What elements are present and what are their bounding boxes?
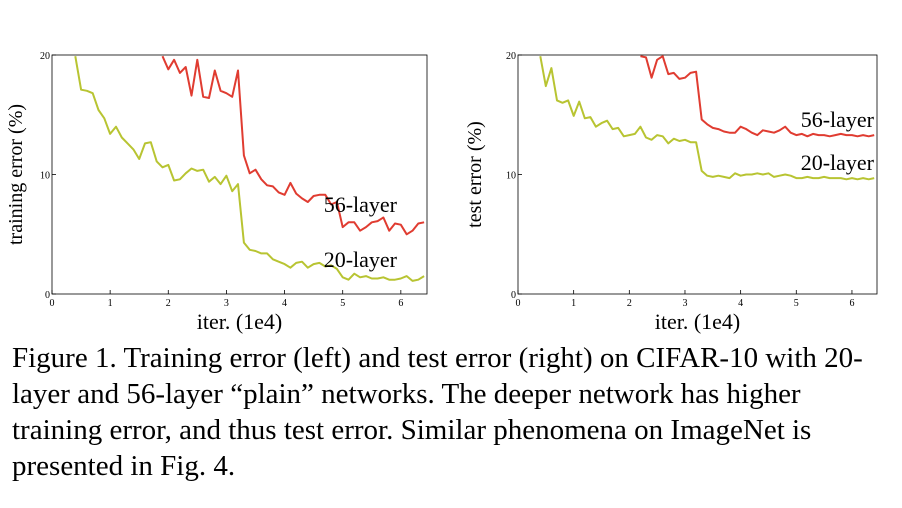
y-tick-label: 0 [511, 290, 516, 301]
series-line-20-layer [74, 56, 425, 282]
x-tick-label: 1 [571, 298, 576, 309]
test-error-chart: 0 1 2 3 4 5 6 0 10 20 iter. (1e4) test error (%) 56-… [464, 51, 878, 334]
x-tick-label: 0 [516, 298, 521, 309]
series-label-56-layer: 56-layer [324, 192, 398, 217]
figure-caption: Figure 1. Training error (left) and test… [12, 342, 863, 482]
series-label-56-layer: 56-layer [801, 107, 875, 132]
x-tick-label: 0 [50, 298, 55, 309]
x-tick-label: 4 [282, 298, 287, 309]
figure: 0 1 2 3 4 5 6 0 10 20 iter. (1e4) training error (%… [5, 51, 878, 334]
x-tick-label: 5 [794, 298, 799, 309]
x-tick-label: 6 [849, 298, 854, 309]
series-line-56-layer [640, 55, 875, 138]
y-tick-label: 20 [506, 51, 516, 62]
y-tick-label: 20 [40, 51, 50, 62]
y-tick-label: 0 [45, 290, 50, 301]
x-tick-label: 2 [166, 298, 171, 309]
x-tick-label: 4 [738, 298, 743, 309]
y-axis-label: training error (%) [5, 104, 27, 245]
series-label-20-layer: 20-layer [801, 150, 875, 175]
y-axis-label: test error (%) [464, 121, 486, 228]
y-tick-label: 10 [506, 171, 516, 182]
x-tick-label: 3 [682, 298, 687, 309]
y-tick-label: 10 [40, 171, 50, 182]
series-line-56-layer [161, 55, 425, 236]
x-axis-label: iter. (1e4) [197, 309, 283, 334]
training-error-chart: 0 1 2 3 4 5 6 0 10 20 iter. (1e4) training error (%… [5, 51, 428, 334]
series-line-20-layer [539, 56, 875, 181]
x-axis-label: iter. (1e4) [655, 309, 741, 334]
x-tick-label: 3 [224, 298, 229, 309]
x-tick-label: 5 [340, 298, 345, 309]
x-tick-label: 1 [108, 298, 113, 309]
series-label-20-layer: 20-layer [324, 247, 398, 272]
x-tick-label: 2 [627, 298, 632, 309]
x-tick-label: 6 [398, 298, 403, 309]
